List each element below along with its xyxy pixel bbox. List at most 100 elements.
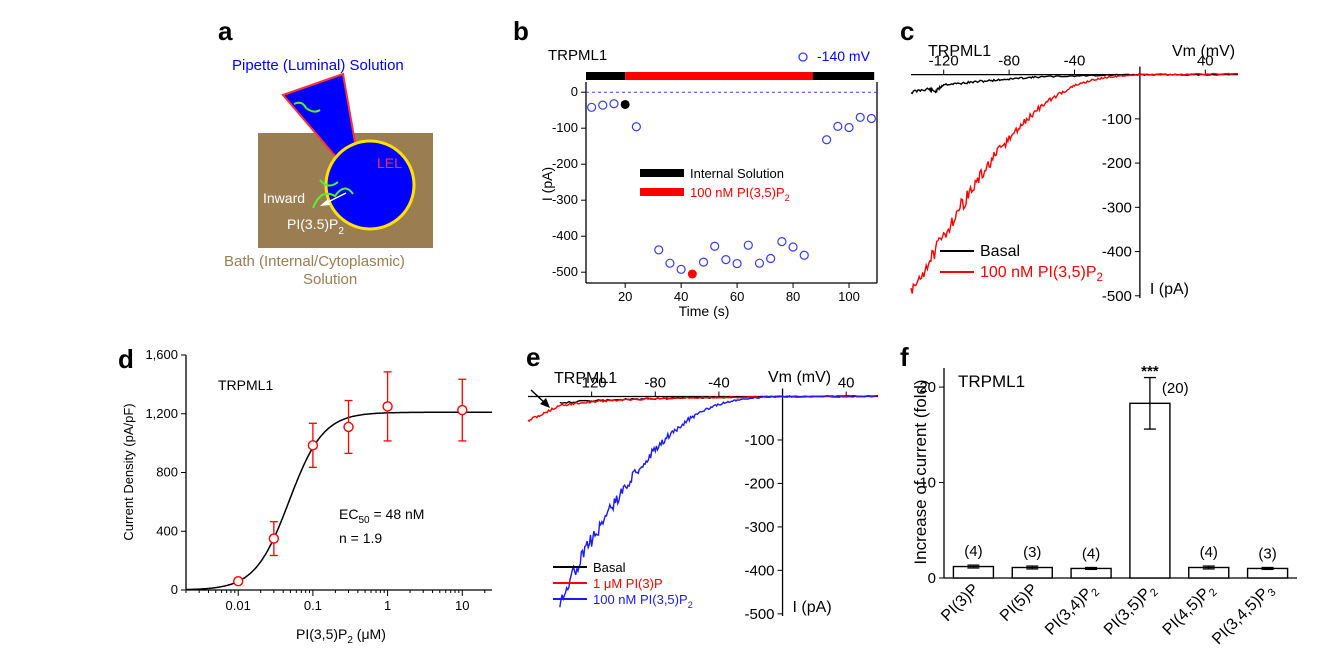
panel-c: c TRPML1-120 -80 -40 40 -100 -200 -300 -400 -500 V… (900, 16, 1239, 305)
data-point (866, 113, 877, 124)
category-label: PI(3,5)P2 (1101, 581, 1161, 641)
series-line (910, 72, 1239, 95)
x-tick-label: 1 (384, 598, 391, 613)
y-tick-label: -200 (745, 475, 775, 492)
data-point (233, 575, 244, 587)
data-point (665, 258, 675, 268)
y-tick-label: -300 (552, 192, 578, 207)
legend-label: 100 nM PI(3,5)P2 (980, 264, 1103, 284)
data-point (457, 404, 468, 416)
chart-title: TRPML1 (928, 43, 991, 60)
chart-title: TRPML1 (554, 370, 617, 387)
hill-label: n = 1.9 (339, 530, 382, 546)
chart-title: TRPML1 (958, 372, 1025, 391)
y-tick-label: 20 (919, 379, 936, 396)
y-axis-label: I (pA) (539, 167, 555, 201)
n-label: (20) (1162, 380, 1189, 397)
bath-label-line1: Bath (Internal/Cytoplasmic) (224, 253, 405, 270)
legend-label: 1 μM PI(3)P (593, 576, 663, 591)
x-tick-label: 0.01 (226, 598, 251, 613)
x-axis-label: PI(3,5)P2 (μM) (296, 626, 386, 646)
y-tick-label: -500 (1102, 288, 1132, 305)
data-point (710, 241, 720, 251)
y-tick-label: -100 (552, 120, 578, 135)
series-line (910, 72, 1239, 294)
pointer-arrowhead-icon (540, 398, 550, 408)
x-tick-label: -120 (929, 53, 959, 70)
x-tick-label: 40 (674, 289, 688, 304)
y-tick-label: -400 (552, 228, 578, 243)
n-label: (4) (1082, 546, 1100, 563)
n-label: (3) (1023, 544, 1041, 561)
significance-label: *** (1141, 363, 1159, 380)
treatment-bar (812, 72, 875, 80)
y-axis-label: I (pA) (793, 599, 832, 616)
treatment-bar (586, 72, 626, 80)
x-axis-label: Time (s) (679, 303, 730, 319)
data-point (743, 240, 753, 250)
x-tick-label: 60 (730, 289, 744, 304)
data-point (676, 264, 686, 274)
x-tick-label: 40 (1197, 53, 1214, 70)
y-tick-label: 800 (156, 465, 178, 480)
category-label: PI(3,4,5)P3 (1209, 581, 1278, 650)
x-tick-label: 100 (838, 289, 860, 304)
panel-letter-d: d (118, 344, 134, 374)
data-point (721, 255, 731, 265)
y-tick-label: -400 (1102, 244, 1132, 261)
x-tick-label: -80 (998, 53, 1020, 70)
panel-letter-c: c (900, 16, 914, 46)
data-point (343, 421, 354, 433)
x-axis-label: Vm (mV) (1172, 43, 1235, 60)
x-tick-label: -40 (1064, 53, 1086, 70)
n-label: (4) (1200, 544, 1218, 561)
y-tick-label: -500 (552, 264, 578, 279)
legend-marker-label: -140 mV (817, 48, 871, 64)
y-tick-label: -300 (1102, 199, 1132, 216)
panel-letter-b: b (513, 16, 529, 46)
data-point (833, 121, 843, 132)
data-point (732, 258, 742, 269)
data-point (698, 257, 709, 267)
panel-b: b TRPML1 -140 mV 0 -100 -200 -300 -400 -500 20 40 6… (513, 16, 878, 319)
data-point (855, 112, 865, 123)
data-point (788, 242, 798, 252)
y-tick-label: -400 (745, 562, 775, 579)
pi-label: PI(3.5)P2 (287, 216, 344, 237)
legend-label: 100 nM PI(3,5)P2 (690, 185, 790, 203)
category-label: PI(4,5)P2 (1160, 581, 1220, 641)
legend-label: Basal (593, 560, 626, 575)
data-point (766, 253, 776, 264)
data-point (609, 99, 619, 109)
y-axis-label: I (pA) (1150, 281, 1189, 298)
legend-swatch (640, 169, 684, 177)
bath-label-line2: Solution (303, 271, 357, 288)
pipette-label: Pipette (Luminal) Solution (232, 57, 404, 74)
y-tick-label: 1,200 (145, 406, 178, 421)
y-tick-label: -100 (1102, 111, 1132, 128)
data-point (777, 237, 787, 247)
x-tick-label: 20 (618, 289, 632, 304)
green-arrow-pipette (293, 101, 321, 113)
y-tick-label: -100 (745, 432, 775, 449)
ec50-label: EC50 = 48 nM (339, 506, 424, 526)
y-tick-label: -200 (552, 156, 578, 171)
y-tick-label: 1,600 (145, 347, 178, 362)
n-label: (4) (964, 543, 982, 560)
y-tick-label: 0 (171, 582, 178, 597)
x-tick-label: -120 (577, 375, 607, 392)
legend-label: Basal (980, 243, 1020, 260)
category-label: PI(5)P (997, 581, 1041, 625)
legend-marker-icon (798, 52, 808, 62)
chart-title: TRPML1 (548, 47, 607, 64)
pi-lipid-strands (312, 187, 354, 209)
bar (1129, 402, 1171, 579)
y-tick-label: -500 (745, 606, 775, 623)
data-point (586, 102, 597, 112)
panel-letter-e: e (526, 342, 540, 372)
data-point (631, 122, 641, 132)
x-tick-label: 0.1 (304, 598, 322, 613)
panel-a: a Pipette (Luminal) Solution LEL Inward … (218, 16, 433, 288)
